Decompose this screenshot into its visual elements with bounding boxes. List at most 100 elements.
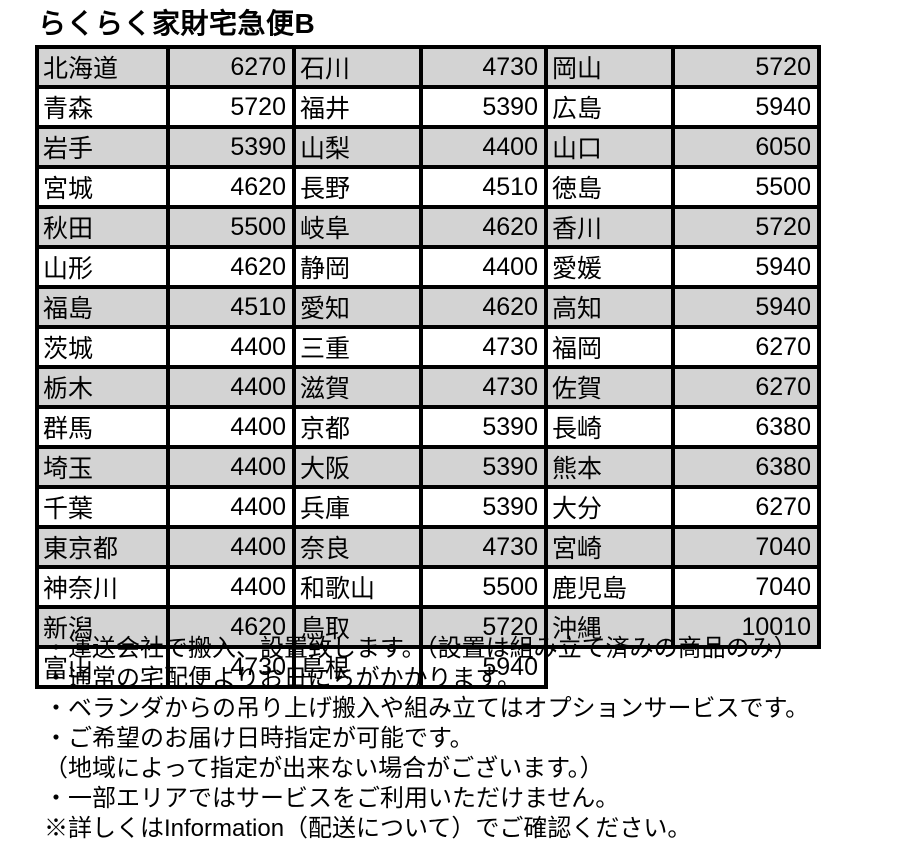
prefecture-cell: 岡山 bbox=[544, 45, 675, 89]
shipping-rate-table: 北海道 6270 石川 4730 岡山 5720 青森 5720 福井 5390 広島 5940 岩手 5… bbox=[35, 45, 821, 689]
prefecture-cell: 島根 bbox=[292, 645, 423, 689]
page-title: らくらく家財宅急便B bbox=[38, 8, 316, 39]
table-row: 北海道 6270 石川 4730 岡山 5720 bbox=[35, 45, 821, 89]
price-cell: 5940 bbox=[671, 85, 821, 129]
price-cell: 6270 bbox=[166, 45, 296, 89]
price-cell: 4400 bbox=[166, 365, 296, 409]
price-cell: 6380 bbox=[671, 445, 821, 489]
prefecture-cell: 千葉 bbox=[35, 485, 170, 529]
price-cell: 5390 bbox=[419, 405, 548, 449]
prefecture-cell: 佐賀 bbox=[544, 365, 675, 409]
prefecture-cell: 高知 bbox=[544, 285, 675, 329]
prefecture-cell: 東京都 bbox=[35, 525, 170, 569]
table-row: 青森 5720 福井 5390 広島 5940 bbox=[35, 85, 821, 129]
table-row: 埼玉 4400 大阪 5390 熊本 6380 bbox=[35, 445, 821, 489]
price-cell: 4730 bbox=[419, 45, 548, 89]
prefecture-cell: 神奈川 bbox=[35, 565, 170, 609]
price-cell: 5500 bbox=[671, 165, 821, 209]
price-cell: 7040 bbox=[671, 565, 821, 609]
table-row: 秋田 5500 岐阜 4620 香川 5720 bbox=[35, 205, 821, 249]
prefecture-cell: 広島 bbox=[544, 85, 675, 129]
price-cell: 4400 bbox=[166, 565, 296, 609]
price-cell: 4620 bbox=[419, 285, 548, 329]
prefecture-cell: 愛媛 bbox=[544, 245, 675, 289]
prefecture-cell: 山梨 bbox=[292, 125, 423, 169]
prefecture-cell: 熊本 bbox=[544, 445, 675, 489]
price-cell: 4730 bbox=[166, 645, 296, 689]
prefecture-cell: 鹿児島 bbox=[544, 565, 675, 609]
price-cell: 6270 bbox=[671, 485, 821, 529]
notes: ・運送会社で搬入、設置致します。（設置は組み立て済みの商品のみ） ・通常の宅配便… bbox=[44, 634, 809, 844]
price-cell: 6380 bbox=[671, 405, 821, 449]
table-row: 神奈川 4400 和歌山 5500 鹿児島 7040 bbox=[35, 565, 821, 609]
note-line: ・運送会社で搬入、設置致します。（設置は組み立て済みの商品のみ） bbox=[44, 635, 798, 662]
table-row: 岩手 5390 山梨 4400 山口 6050 bbox=[35, 125, 821, 169]
price-cell: 5390 bbox=[419, 485, 548, 529]
price-cell: 4400 bbox=[166, 325, 296, 369]
price-cell: 4510 bbox=[166, 285, 296, 329]
price-cell: 4620 bbox=[166, 605, 296, 649]
prefecture-cell: 和歌山 bbox=[292, 565, 423, 609]
prefecture-cell: 宮崎 bbox=[544, 525, 675, 569]
price-cell: 4730 bbox=[419, 365, 548, 409]
table-row: 群馬 4400 京都 5390 長崎 6380 bbox=[35, 405, 821, 449]
note-line: ・通常の宅配便よりお日にちがかかります。 bbox=[44, 665, 522, 692]
price-cell: 5940 bbox=[419, 645, 548, 689]
price-cell: 5720 bbox=[671, 45, 821, 89]
prefecture-cell: 山口 bbox=[544, 125, 675, 169]
table-row: 東京都 4400 奈良 4730 宮崎 7040 bbox=[35, 525, 821, 569]
prefecture-cell: 長崎 bbox=[544, 405, 675, 449]
price-cell: 5390 bbox=[166, 125, 296, 169]
prefecture-cell: 鳥取 bbox=[292, 605, 423, 649]
prefecture-cell: 山形 bbox=[35, 245, 170, 289]
prefecture-cell: 福岡 bbox=[544, 325, 675, 369]
price-cell: 5500 bbox=[166, 205, 296, 249]
price-cell: 5500 bbox=[419, 565, 548, 609]
prefecture-cell: 群馬 bbox=[35, 405, 170, 449]
price-cell: 5940 bbox=[671, 245, 821, 289]
price-cell: 4620 bbox=[166, 165, 296, 209]
price-cell: 4400 bbox=[419, 245, 548, 289]
prefecture-cell: 福島 bbox=[35, 285, 170, 329]
prefecture-cell: 香川 bbox=[544, 205, 675, 249]
prefecture-cell: 新潟 bbox=[35, 605, 170, 649]
prefecture-cell: 愛知 bbox=[292, 285, 423, 329]
price-cell: 4400 bbox=[166, 485, 296, 529]
price-cell: 4730 bbox=[419, 325, 548, 369]
prefecture-cell: 徳島 bbox=[544, 165, 675, 209]
price-cell: 4730 bbox=[419, 525, 548, 569]
prefecture-cell: 福井 bbox=[292, 85, 423, 129]
prefecture-cell: 石川 bbox=[292, 45, 423, 89]
table-row: 富山 4730 島根 5940 bbox=[35, 645, 819, 689]
price-cell: 4400 bbox=[419, 125, 548, 169]
prefecture-cell: 兵庫 bbox=[292, 485, 423, 529]
price-cell: 6270 bbox=[671, 325, 821, 369]
prefecture-cell: 奈良 bbox=[292, 525, 423, 569]
prefecture-cell: 大分 bbox=[544, 485, 675, 529]
prefecture-cell: 青森 bbox=[35, 85, 170, 129]
prefecture-cell: 静岡 bbox=[292, 245, 423, 289]
table-row: 千葉 4400 兵庫 5390 大分 6270 bbox=[35, 485, 821, 529]
table-row: 新潟 4620 鳥取 5720 沖縄 10010 bbox=[35, 605, 821, 649]
price-cell: 5390 bbox=[419, 85, 548, 129]
price-cell: 5720 bbox=[671, 205, 821, 249]
prefecture-cell: 埼玉 bbox=[35, 445, 170, 489]
price-cell: 5720 bbox=[419, 605, 548, 649]
price-cell: 4510 bbox=[419, 165, 548, 209]
shipping-rate-table-body: 北海道 6270 石川 4730 岡山 5720 青森 5720 福井 5390 広島 5940 岩手 5… bbox=[35, 45, 821, 689]
price-cell: 4620 bbox=[419, 205, 548, 249]
table-row: 福島 4510 愛知 4620 高知 5940 bbox=[35, 285, 821, 329]
table-row: 茨城 4400 三重 4730 福岡 6270 bbox=[35, 325, 821, 369]
prefecture-cell: 長野 bbox=[292, 165, 423, 209]
price-cell: 10010 bbox=[671, 605, 821, 649]
price-cell: 5390 bbox=[419, 445, 548, 489]
prefecture-cell: 岩手 bbox=[35, 125, 170, 169]
price-cell: 5720 bbox=[166, 85, 296, 129]
table-row: 栃木 4400 滋賀 4730 佐賀 6270 bbox=[35, 365, 821, 409]
prefecture-cell: 秋田 bbox=[35, 205, 170, 249]
note-line: ・ご希望のお届け日時指定が可能です。 bbox=[44, 725, 474, 752]
prefecture-cell: 三重 bbox=[292, 325, 423, 369]
note-line: ・ベランダからの吊り上げ搬入や組み立てはオプションサービスです。 bbox=[44, 695, 810, 722]
prefecture-cell: 京都 bbox=[292, 405, 423, 449]
